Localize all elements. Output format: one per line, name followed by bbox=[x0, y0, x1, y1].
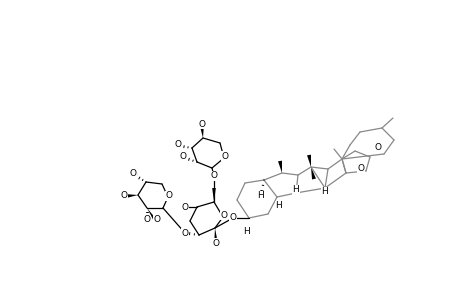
Text: H: H bbox=[257, 191, 264, 200]
Text: O: O bbox=[198, 119, 205, 128]
Polygon shape bbox=[212, 188, 215, 202]
Polygon shape bbox=[277, 161, 281, 173]
Text: O: O bbox=[181, 229, 188, 238]
Text: O: O bbox=[181, 202, 188, 211]
Polygon shape bbox=[306, 155, 310, 167]
Polygon shape bbox=[200, 127, 203, 138]
Text: O: O bbox=[357, 164, 364, 172]
Text: H: H bbox=[321, 188, 328, 196]
Polygon shape bbox=[214, 228, 217, 243]
Text: O: O bbox=[129, 169, 136, 178]
Text: O: O bbox=[174, 140, 181, 148]
Text: H: H bbox=[292, 185, 299, 194]
Text: O: O bbox=[374, 142, 381, 152]
Text: O: O bbox=[210, 172, 217, 181]
Text: O: O bbox=[120, 190, 127, 200]
Polygon shape bbox=[127, 194, 138, 198]
Text: O: O bbox=[221, 152, 228, 160]
Text: O: O bbox=[229, 214, 236, 223]
Text: O: O bbox=[153, 215, 160, 224]
Text: O: O bbox=[220, 211, 227, 220]
Text: O: O bbox=[212, 238, 219, 247]
Polygon shape bbox=[310, 167, 315, 179]
Polygon shape bbox=[147, 208, 156, 221]
Text: O: O bbox=[143, 215, 150, 224]
Text: O: O bbox=[179, 152, 186, 160]
Text: O: O bbox=[165, 191, 172, 200]
Text: H: H bbox=[243, 227, 250, 236]
Text: H: H bbox=[275, 202, 282, 211]
